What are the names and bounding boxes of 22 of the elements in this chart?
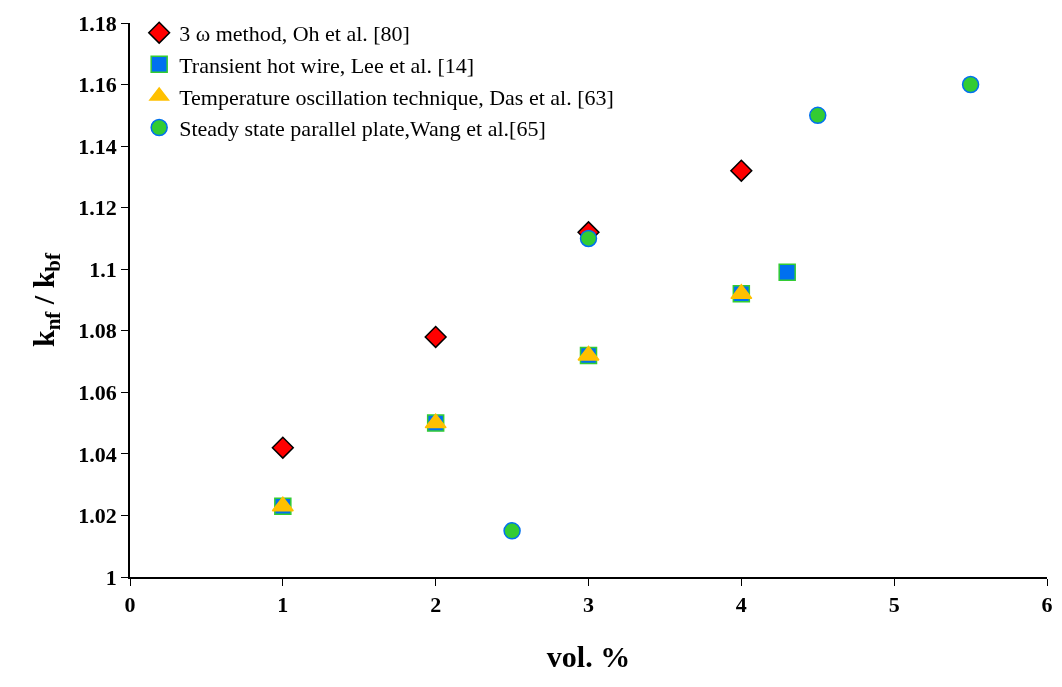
x-tick-label: 1 <box>277 592 289 618</box>
y-tick-label: 1.08 <box>78 318 117 344</box>
y-tick-label: 1.16 <box>78 72 117 98</box>
y-tick-label: 1.14 <box>78 133 117 159</box>
legend-label: Temperature oscillation technique, Das et al. [63] <box>179 84 614 110</box>
legend-label: Steady state parallel plate,Wang et al.[65] <box>179 116 546 142</box>
y-tick-label: 1 <box>105 564 117 590</box>
x-tick-label: 4 <box>735 592 747 618</box>
legend-label: Transient hot wire, Lee et al. [14] <box>179 52 475 78</box>
x-tick-label: 3 <box>583 592 594 618</box>
legend-label: 3 ω method, Oh et al. [80] <box>179 21 410 47</box>
x-tick-label: 6 <box>1041 592 1053 618</box>
x-axis-title: vol. % <box>546 640 631 674</box>
y-tick-label: 1.04 <box>78 441 117 467</box>
x-tick-label: 0 <box>124 592 136 618</box>
y-tick-label: 1.1 <box>89 256 117 282</box>
x-tick-label: 5 <box>888 592 900 618</box>
y-tick-label: 1.12 <box>78 195 117 221</box>
y-tick-label: 1.06 <box>78 380 117 406</box>
y-tick-label: 1.18 <box>78 10 117 36</box>
x-tick-label: 2 <box>430 592 442 618</box>
y-tick-label: 1.02 <box>78 503 117 529</box>
